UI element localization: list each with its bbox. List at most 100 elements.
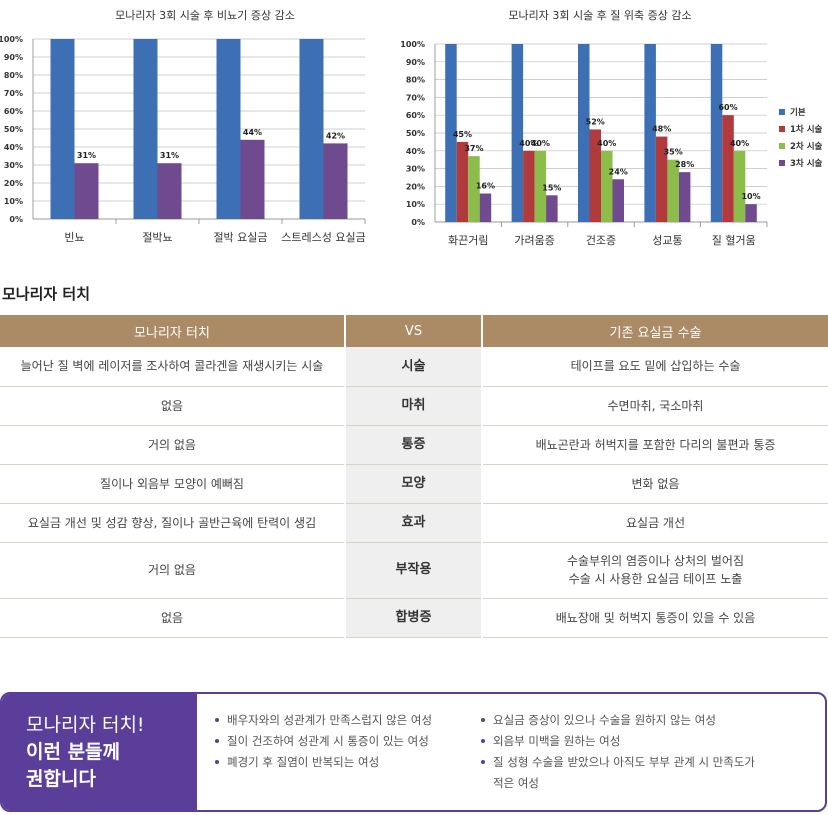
bar: [74, 163, 99, 219]
bar: [578, 44, 590, 222]
cell-category: 합병증: [344, 598, 483, 638]
cell-right: 배뇨곤란과 허벅지를 포함한 다리의 불편과 통증: [482, 425, 828, 465]
table-row: 없음 합병증 배뇨장애 및 허벅지 통증이 있을 수 있음: [0, 598, 828, 638]
x-tick-label: 빈뇨: [64, 231, 84, 244]
y-tick-label: 10%: [4, 197, 23, 206]
legend-label: 1차 시술: [790, 124, 823, 135]
cell-right-line: 수술부위의 염증이나 상처의 벌어짐: [566, 554, 745, 568]
vaginal-atrophy-chart: 모나리자 3회 시술 후 질 위축 증상 감소 0% 10% 20% 30% 40% 50%…: [400, 0, 828, 255]
urinary-symptom-chart-svg: 모나리자 3회 시술 후 비뇨기 증상 감소 0% 10% 20% 30% 40% 50% 6…: [0, 9, 366, 244]
data-label: 16%: [476, 182, 495, 191]
y-tick-label: 100%: [400, 40, 425, 49]
list-item-text: 배우자와의 성관계가 만족스럽지 않은 여성: [227, 713, 433, 727]
cell-left: 늘어난 질 벽에 레이저를 조사하여 콜라겐을 재생시키는 시술: [0, 347, 345, 387]
y-tick-label: 20%: [406, 182, 425, 191]
bar: [456, 141, 469, 222]
table-row: 없음 마취 수면마취, 국소마취: [0, 386, 828, 426]
list-item-text: 적은 여성: [493, 776, 539, 790]
bar: [589, 129, 601, 222]
y-tick-label: 10%: [406, 200, 425, 209]
vaginal-atrophy-chart-svg: 모나리자 3회 시술 후 질 위축 증상 감소 0% 10% 20% 30% 40% 50%…: [400, 9, 823, 247]
cell-category: 효과: [344, 503, 483, 543]
list-item: 적은 여성: [481, 773, 781, 794]
bar: [511, 44, 524, 222]
recommendation-heading-line: 권합니다: [26, 768, 96, 790]
cell-left: 거의 없음: [0, 425, 345, 465]
bar: [133, 39, 158, 219]
data-label: 31%: [160, 151, 179, 160]
recommendation-list: 배우자와의 성관계가 만족스럽지 않은 여성 질이 건조하여 성관계 시 통증이…: [197, 694, 825, 810]
bar: [745, 204, 757, 222]
bar: [50, 39, 75, 219]
y-tick-label: 60%: [406, 111, 425, 120]
x-tick-label: 질 혈거움: [712, 233, 756, 247]
cell-category: 부작용: [344, 542, 483, 599]
legend-swatch: [779, 109, 785, 115]
data-label: 10%: [741, 192, 760, 201]
data-label: 28%: [675, 160, 694, 169]
header-surgery: 기존 요실금 수술: [482, 315, 828, 347]
list-item-text: 질이 건조하여 성관계 시 통증이 있는 여성: [227, 734, 429, 748]
cell-right-line: 수술 시 사용한 요실금 테이프 노출: [568, 572, 743, 586]
legend-swatch: [779, 126, 785, 132]
urinary-symptom-chart: 모나리자 3회 시술 후 비뇨기 증상 감소 0% 10% 20% 30% 40% 50% 6…: [0, 0, 405, 255]
bar: [240, 139, 265, 219]
bar: [468, 156, 480, 222]
y-tick-label: 40%: [4, 143, 23, 152]
y-tick-label: 80%: [4, 71, 23, 80]
cell-left: 거의 없음: [0, 542, 345, 599]
x-tick-label: 건조증: [586, 234, 616, 247]
bar: [710, 44, 723, 222]
list-item-text: 폐경기 후 질염이 반복되는 여성: [227, 755, 380, 769]
cell-category: 마취: [344, 386, 483, 426]
x-tick-label: 가려움증: [514, 234, 554, 247]
chart-title: 모나리자 3회 시술 후 질 위축 증상 감소: [508, 9, 691, 22]
bar: [534, 150, 547, 222]
bullet-icon: [481, 739, 485, 743]
y-tick-label: 0%: [9, 215, 23, 224]
data-label: 40%: [519, 139, 538, 148]
bar: [733, 150, 746, 222]
x-tick-label: 절박 요실금: [213, 231, 267, 244]
bar: [479, 193, 492, 222]
legend-label: 2차 시술: [790, 141, 823, 152]
bar: [612, 179, 624, 222]
x-tick-label: 절박뇨: [142, 231, 172, 244]
table-row: 요실금 개선 및 성감 향상, 질이나 골반근육에 탄력이 생김 효과 요실금 …: [0, 503, 828, 543]
y-tick-label: 0%: [411, 218, 425, 227]
list-item: 질이 건조하여 성관계 시 통증이 있는 여성: [215, 731, 481, 752]
header-mona-lisa: 모나리자 터치: [0, 315, 346, 347]
bar: [323, 143, 348, 219]
legend-label: 3차 시술: [790, 158, 823, 169]
header-vs: VS: [345, 315, 483, 347]
bar: [157, 163, 182, 219]
cell-right: 수술부위의 염증이나 상처의 벌어짐 수술 시 사용한 요실금 테이프 노출: [482, 542, 828, 599]
data-label: 48%: [652, 125, 671, 134]
bar: [667, 159, 679, 222]
legend-label: 기본: [790, 107, 806, 118]
bullet-icon: [481, 760, 485, 764]
bar: [644, 44, 656, 222]
table-row: 질이나 외음부 모양이 예뻐짐 모양 변화 없음: [0, 464, 828, 504]
recommendation-heading-line: 이런 분들께: [26, 741, 121, 763]
list-item: 질 성형 수술을 받았으나 아직도 부부 관계 시 만족도가: [481, 752, 781, 773]
bar: [601, 150, 613, 222]
bar: [523, 150, 535, 222]
x-tick-label: 화끈거림: [448, 234, 488, 247]
comparison-table: 모나리자 터치 VS 기존 요실금 수술 늘어난 질 벽에 레이저를 조사하여 …: [0, 315, 828, 638]
data-label: 15%: [542, 183, 561, 192]
table-row: 거의 없음 통증 배뇨곤란과 허벅지를 포함한 다리의 불편과 통증: [0, 425, 828, 465]
bar: [546, 195, 558, 222]
cell-left: 질이나 외음부 모양이 예뻐짐: [0, 464, 345, 504]
y-tick-label: 50%: [406, 129, 425, 138]
data-label: 42%: [326, 131, 345, 140]
y-tick-label: 40%: [406, 147, 425, 156]
data-label: 31%: [77, 151, 96, 160]
section-title: 모나리자 터치: [2, 285, 91, 303]
recommendation-box: 모나리자 터치! 이런 분들께 권합니다 배우자와의 성관계가 만족스럽지 않은…: [0, 692, 827, 812]
cell-right: 테이프를 요도 밑에 삽입하는 수술: [482, 347, 828, 387]
bar: [216, 39, 241, 219]
recommendation-column: 요실금 증상이 있으나 수술을 원하지 않는 여성 외음부 미백을 원하는 여성…: [481, 710, 781, 810]
data-label: 44%: [243, 128, 262, 137]
y-tick-label: 100%: [0, 35, 23, 44]
